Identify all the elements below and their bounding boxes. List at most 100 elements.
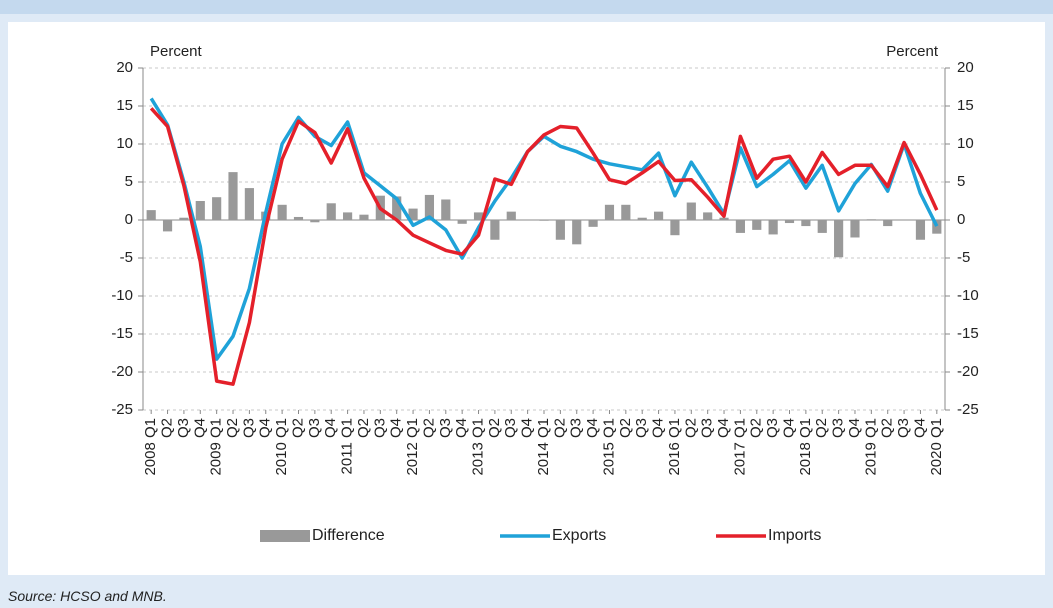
x-tick-label: 2014 Q1 bbox=[535, 418, 552, 476]
y-tick-label: 10 bbox=[116, 135, 133, 152]
bar bbox=[621, 204, 631, 220]
x-tick-label: Q3 bbox=[568, 418, 585, 438]
y-tick-label: -15 bbox=[111, 325, 133, 342]
y2-tick-label: -20 bbox=[957, 363, 979, 380]
bar bbox=[784, 220, 795, 224]
bar bbox=[310, 220, 320, 223]
x-tick-label: 2016 Q1 bbox=[666, 418, 683, 476]
bar bbox=[915, 220, 926, 240]
bar bbox=[719, 217, 729, 220]
y-tick-label: 15 bbox=[116, 97, 133, 114]
x-tick-label: Q4 bbox=[388, 418, 405, 438]
bar bbox=[604, 204, 615, 220]
x-tick-label: Q4 bbox=[780, 418, 797, 438]
x-tick-label: Q2 bbox=[289, 418, 306, 438]
bar bbox=[834, 220, 844, 258]
bar bbox=[539, 220, 549, 221]
x-tick-label: Q2 bbox=[813, 418, 830, 438]
x-tick-label: Q2 bbox=[617, 418, 634, 438]
bar bbox=[293, 216, 304, 220]
bar bbox=[457, 220, 467, 224]
bar bbox=[441, 199, 451, 220]
y2-tick-label: -25 bbox=[957, 401, 979, 418]
x-tick-label: Q4 bbox=[650, 418, 667, 438]
header-band bbox=[0, 0, 1053, 14]
x-tick-label: 2011 Q1 bbox=[339, 418, 356, 474]
x-tick-label: Q2 bbox=[682, 418, 699, 438]
x-tick-label: Q4 bbox=[191, 418, 208, 438]
x-tick-label: Q3 bbox=[830, 418, 847, 438]
y2-tick-label: 15 bbox=[957, 97, 974, 114]
x-tick-label: Q4 bbox=[584, 418, 601, 438]
x-tick-label: Q2 bbox=[159, 418, 176, 438]
bar bbox=[653, 211, 664, 220]
y-axis-label: Percent bbox=[150, 43, 203, 60]
line bbox=[149, 107, 939, 386]
x-tick-label: Q2 bbox=[224, 418, 241, 438]
bar bbox=[817, 220, 827, 233]
x-tick-label: 2015 Q1 bbox=[600, 418, 617, 476]
y-tick-label: 20 bbox=[116, 59, 133, 76]
x-tick-label: Q3 bbox=[306, 418, 323, 438]
bar bbox=[506, 211, 516, 220]
y2-tick-label: 5 bbox=[957, 173, 965, 190]
bar bbox=[752, 220, 762, 230]
bar bbox=[588, 220, 598, 227]
bar bbox=[932, 220, 942, 234]
bar bbox=[670, 220, 680, 236]
bar bbox=[572, 220, 582, 245]
y2-tick-label: 20 bbox=[957, 59, 974, 76]
x-tick-label: 2017 Q1 bbox=[731, 418, 748, 476]
bar bbox=[212, 197, 222, 220]
bar bbox=[326, 203, 336, 220]
x-tick-label: Q3 bbox=[699, 418, 716, 438]
x-tick-label: 2012 Q1 bbox=[404, 418, 421, 476]
bar bbox=[424, 194, 435, 220]
y2-tick-label: -5 bbox=[957, 249, 970, 266]
bar bbox=[343, 212, 353, 220]
bar bbox=[490, 220, 500, 240]
bar bbox=[162, 220, 173, 232]
source-note: Source: HCSO and MNB. bbox=[8, 588, 167, 604]
x-tick-label: Q4 bbox=[257, 418, 274, 438]
y-tick-label: -10 bbox=[111, 287, 133, 304]
bar bbox=[277, 204, 287, 220]
bar bbox=[179, 217, 189, 220]
legend-label: Exports bbox=[552, 527, 606, 544]
x-tick-label: Q4 bbox=[453, 418, 470, 438]
y-tick-label: 0 bbox=[125, 211, 133, 228]
x-tick-label: 2009 Q1 bbox=[208, 418, 225, 476]
x-tick-label: Q2 bbox=[420, 418, 437, 438]
bar bbox=[866, 219, 876, 220]
y2-tick-label: 0 bbox=[957, 211, 965, 228]
x-tick-label: Q3 bbox=[895, 418, 912, 438]
bar bbox=[244, 188, 254, 220]
x-tick-label: 2008 Q1 bbox=[142, 418, 159, 476]
x-tick-label: 2018 Q1 bbox=[797, 418, 814, 476]
x-tick-label: Q3 bbox=[371, 418, 388, 438]
legend-label: Difference bbox=[312, 527, 385, 544]
chart: -25 -20 -15 -10 -5 0 5 10 15 20 -25 -20 -15 -10 -5 0 5 10… bbox=[111, 43, 979, 544]
bar bbox=[637, 217, 647, 220]
x-tick-label: Q2 bbox=[879, 418, 896, 438]
bar bbox=[735, 220, 745, 233]
bar bbox=[473, 212, 484, 220]
bar bbox=[801, 220, 811, 227]
legend-label: Imports bbox=[768, 527, 821, 544]
y-tick-label: 5 bbox=[125, 173, 133, 190]
y-tick-label: -25 bbox=[111, 401, 133, 418]
bar bbox=[146, 210, 156, 220]
x-tick-label: Q2 bbox=[748, 418, 765, 438]
bar bbox=[195, 201, 205, 220]
x-tick-label: Q3 bbox=[437, 418, 454, 438]
bar bbox=[408, 208, 418, 220]
x-tick-label: 2019 Q1 bbox=[862, 418, 879, 476]
bar bbox=[703, 212, 713, 220]
y-tick-label: -20 bbox=[111, 363, 133, 380]
bar bbox=[850, 220, 860, 238]
y2-tick-label: 10 bbox=[957, 135, 974, 152]
x-tick-label: Q4 bbox=[846, 418, 863, 438]
y2-axis-label: Percent bbox=[886, 43, 939, 60]
chart-panel: -25 -20 -15 -10 -5 0 5 10 15 20 -25 -20 -15 -10 -5 0 5 10… bbox=[8, 22, 1045, 575]
